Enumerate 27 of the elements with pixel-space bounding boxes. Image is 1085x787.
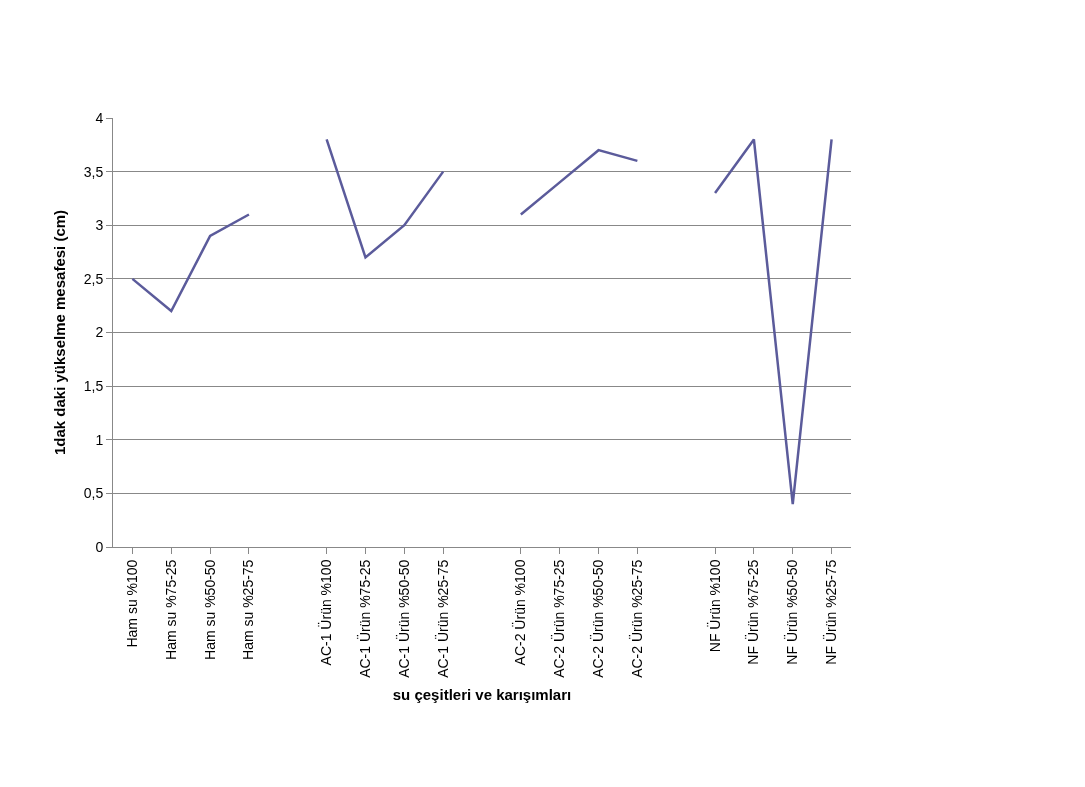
x-tick-label: Ham su %50-50 [201,559,218,660]
x-tick-label: AC-2 Ürün %50-50 [589,559,607,678]
y-tick-label: 4 [95,109,104,126]
x-tick-label: AC-1 Ürün %75-25 [356,559,374,678]
y-tick-label: 3 [95,217,104,234]
x-tick-label: Ham su %100 [123,559,140,648]
y-tick-label: 3,5 [83,163,104,180]
x-tick-label: NF Ürün %25-75 [822,559,840,665]
x-tick-label: NF Ürün %50-50 [783,559,801,665]
y-axis-title: 1dak daki yükselme mesafesi (cm) [50,209,68,456]
x-tick-label: AC-1 Ürün %25-75 [433,559,451,678]
x-tick-label: AC-1 Ürün %100 [317,559,335,666]
y-tick-label: 0,5 [83,485,104,502]
y-tick-label: 0 [95,538,104,555]
x-tick-label: AC-2 Ürün %25-75 [627,559,645,678]
x-tick-label: Ham su %25-75 [240,559,257,660]
y-tick-label: 2 [95,324,104,341]
y-tick-label: 2,5 [83,270,104,287]
x-tick-label: NF Ürün %75-25 [744,559,762,665]
x-tick-label: AC-2 Ürün %75-25 [550,559,568,678]
x-tick-label: Ham su %75-25 [162,559,179,660]
y-tick-label: 1 [95,431,104,448]
x-tick-label: NF Ürün %100 [705,559,723,653]
x-axis-title: su çeşitleri ve karışımları [392,685,572,703]
x-tick-label: AC-2 Ürün %100 [511,559,529,666]
y-tick-label: 1,5 [83,378,104,395]
x-tick-label: AC-1 Ürün %50-50 [394,559,412,678]
